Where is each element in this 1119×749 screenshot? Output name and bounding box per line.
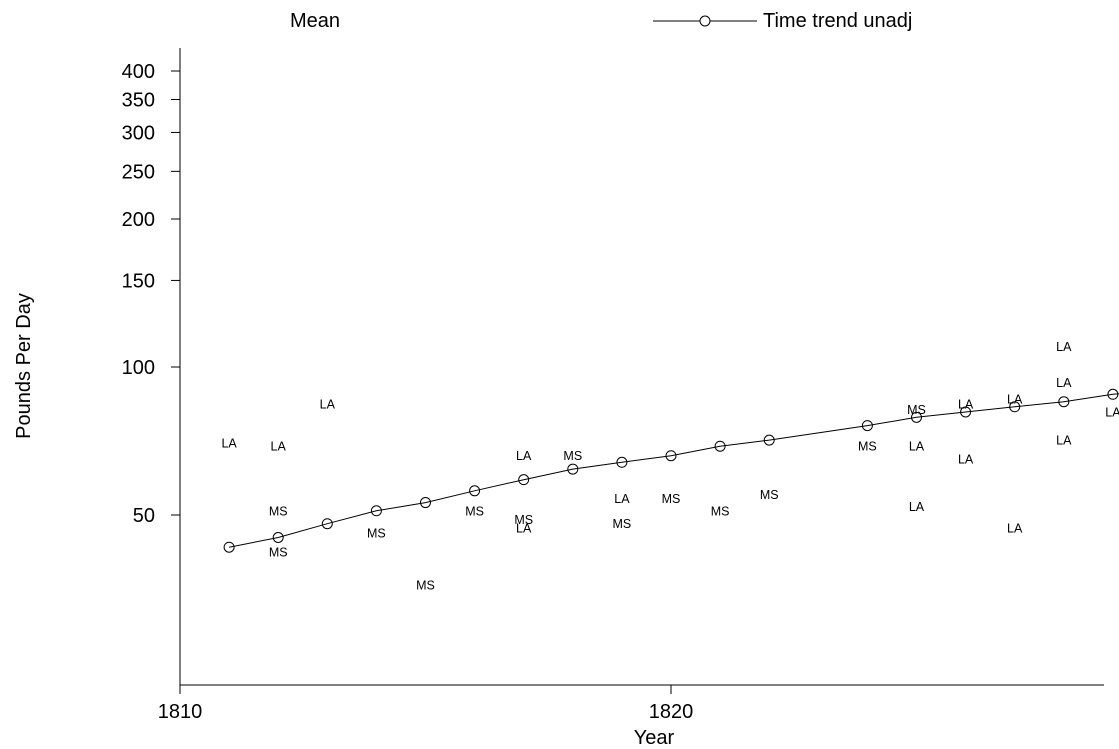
scatter-point-label: LA — [1056, 434, 1072, 448]
trend-point — [321, 518, 333, 530]
scatter-point-label: LA — [1007, 522, 1023, 536]
scatter-point-label: LA — [614, 492, 630, 506]
scatter-point-label: MS — [760, 488, 779, 502]
y-tick-label: 350 — [122, 90, 155, 112]
scatter-point-label: LA — [516, 449, 532, 463]
scatter-point-label: MS — [269, 546, 288, 560]
scatter-point-label: LA — [909, 440, 925, 454]
y-tick-label: 200 — [122, 209, 155, 231]
legend-label-trend: Time trend unadj — [763, 10, 912, 32]
trend-point — [665, 450, 677, 462]
trend-point — [1009, 401, 1021, 413]
scatter-point-label: MS — [907, 403, 926, 417]
scatter-point-label: LA — [271, 440, 287, 454]
trend-point — [714, 440, 726, 452]
scatter-point-label: LA — [1056, 340, 1072, 354]
scatter-point-label: MS — [367, 526, 386, 540]
legend-label-mean: Mean — [290, 10, 340, 32]
y-tick-label: 50 — [133, 505, 155, 527]
trend-point — [420, 497, 431, 509]
scatter-point-label: LA — [1007, 393, 1023, 407]
scatter-point-label: LA — [1105, 405, 1119, 419]
scatter-point-label: LA — [958, 398, 974, 412]
scatter-point-label: MS — [613, 517, 632, 531]
y-axis-title: Pounds Per Day — [13, 293, 35, 439]
scatter-point-label: LA — [1056, 376, 1072, 390]
scatter-point-label: MS — [416, 579, 435, 593]
trend-point — [616, 456, 628, 468]
legend-marker-trend — [699, 15, 711, 27]
y-tick-label: 300 — [122, 122, 155, 144]
y-tick-label: 100 — [122, 357, 155, 379]
trend-point — [861, 420, 873, 432]
scatter-point-label: MS — [563, 449, 582, 463]
trend-point — [469, 485, 481, 497]
scatter-point-label: LA — [320, 398, 336, 412]
scatter-point-label: MS — [514, 513, 533, 527]
trend-point — [370, 505, 382, 517]
scatter-point-label: MS — [662, 492, 681, 506]
trend-point — [223, 541, 235, 553]
scatter-point-label: MS — [858, 440, 877, 454]
trend-point — [1107, 388, 1119, 400]
x-tick-label: 1820 — [649, 701, 694, 723]
scatter-point-label: MS — [269, 504, 288, 518]
x-tick-label: 1810 — [158, 701, 203, 723]
scatter-point-label: MS — [711, 504, 730, 518]
trend-point — [763, 434, 775, 446]
trend-point — [567, 463, 579, 475]
y-tick-label: 400 — [122, 61, 155, 83]
trend-point — [960, 406, 972, 418]
x-axis-title: Year — [634, 727, 675, 749]
axes — [179, 48, 1104, 686]
scatter-point-label: LA — [221, 437, 237, 451]
trend-point — [272, 531, 284, 543]
trend-point — [1058, 396, 1070, 408]
y-tick-label: 250 — [122, 161, 155, 183]
scatter-point-label: LA — [958, 452, 974, 466]
trend-point — [911, 411, 922, 423]
trend-line — [229, 393, 1119, 548]
y-tick-label: 150 — [122, 270, 155, 292]
legend: Mean Time trend unadj — [290, 10, 912, 32]
scatter-point-label: LA — [909, 500, 925, 514]
scatter-point-label: MS — [465, 504, 484, 518]
scatter-point-label: LA — [516, 522, 532, 536]
trend-point — [518, 474, 530, 486]
